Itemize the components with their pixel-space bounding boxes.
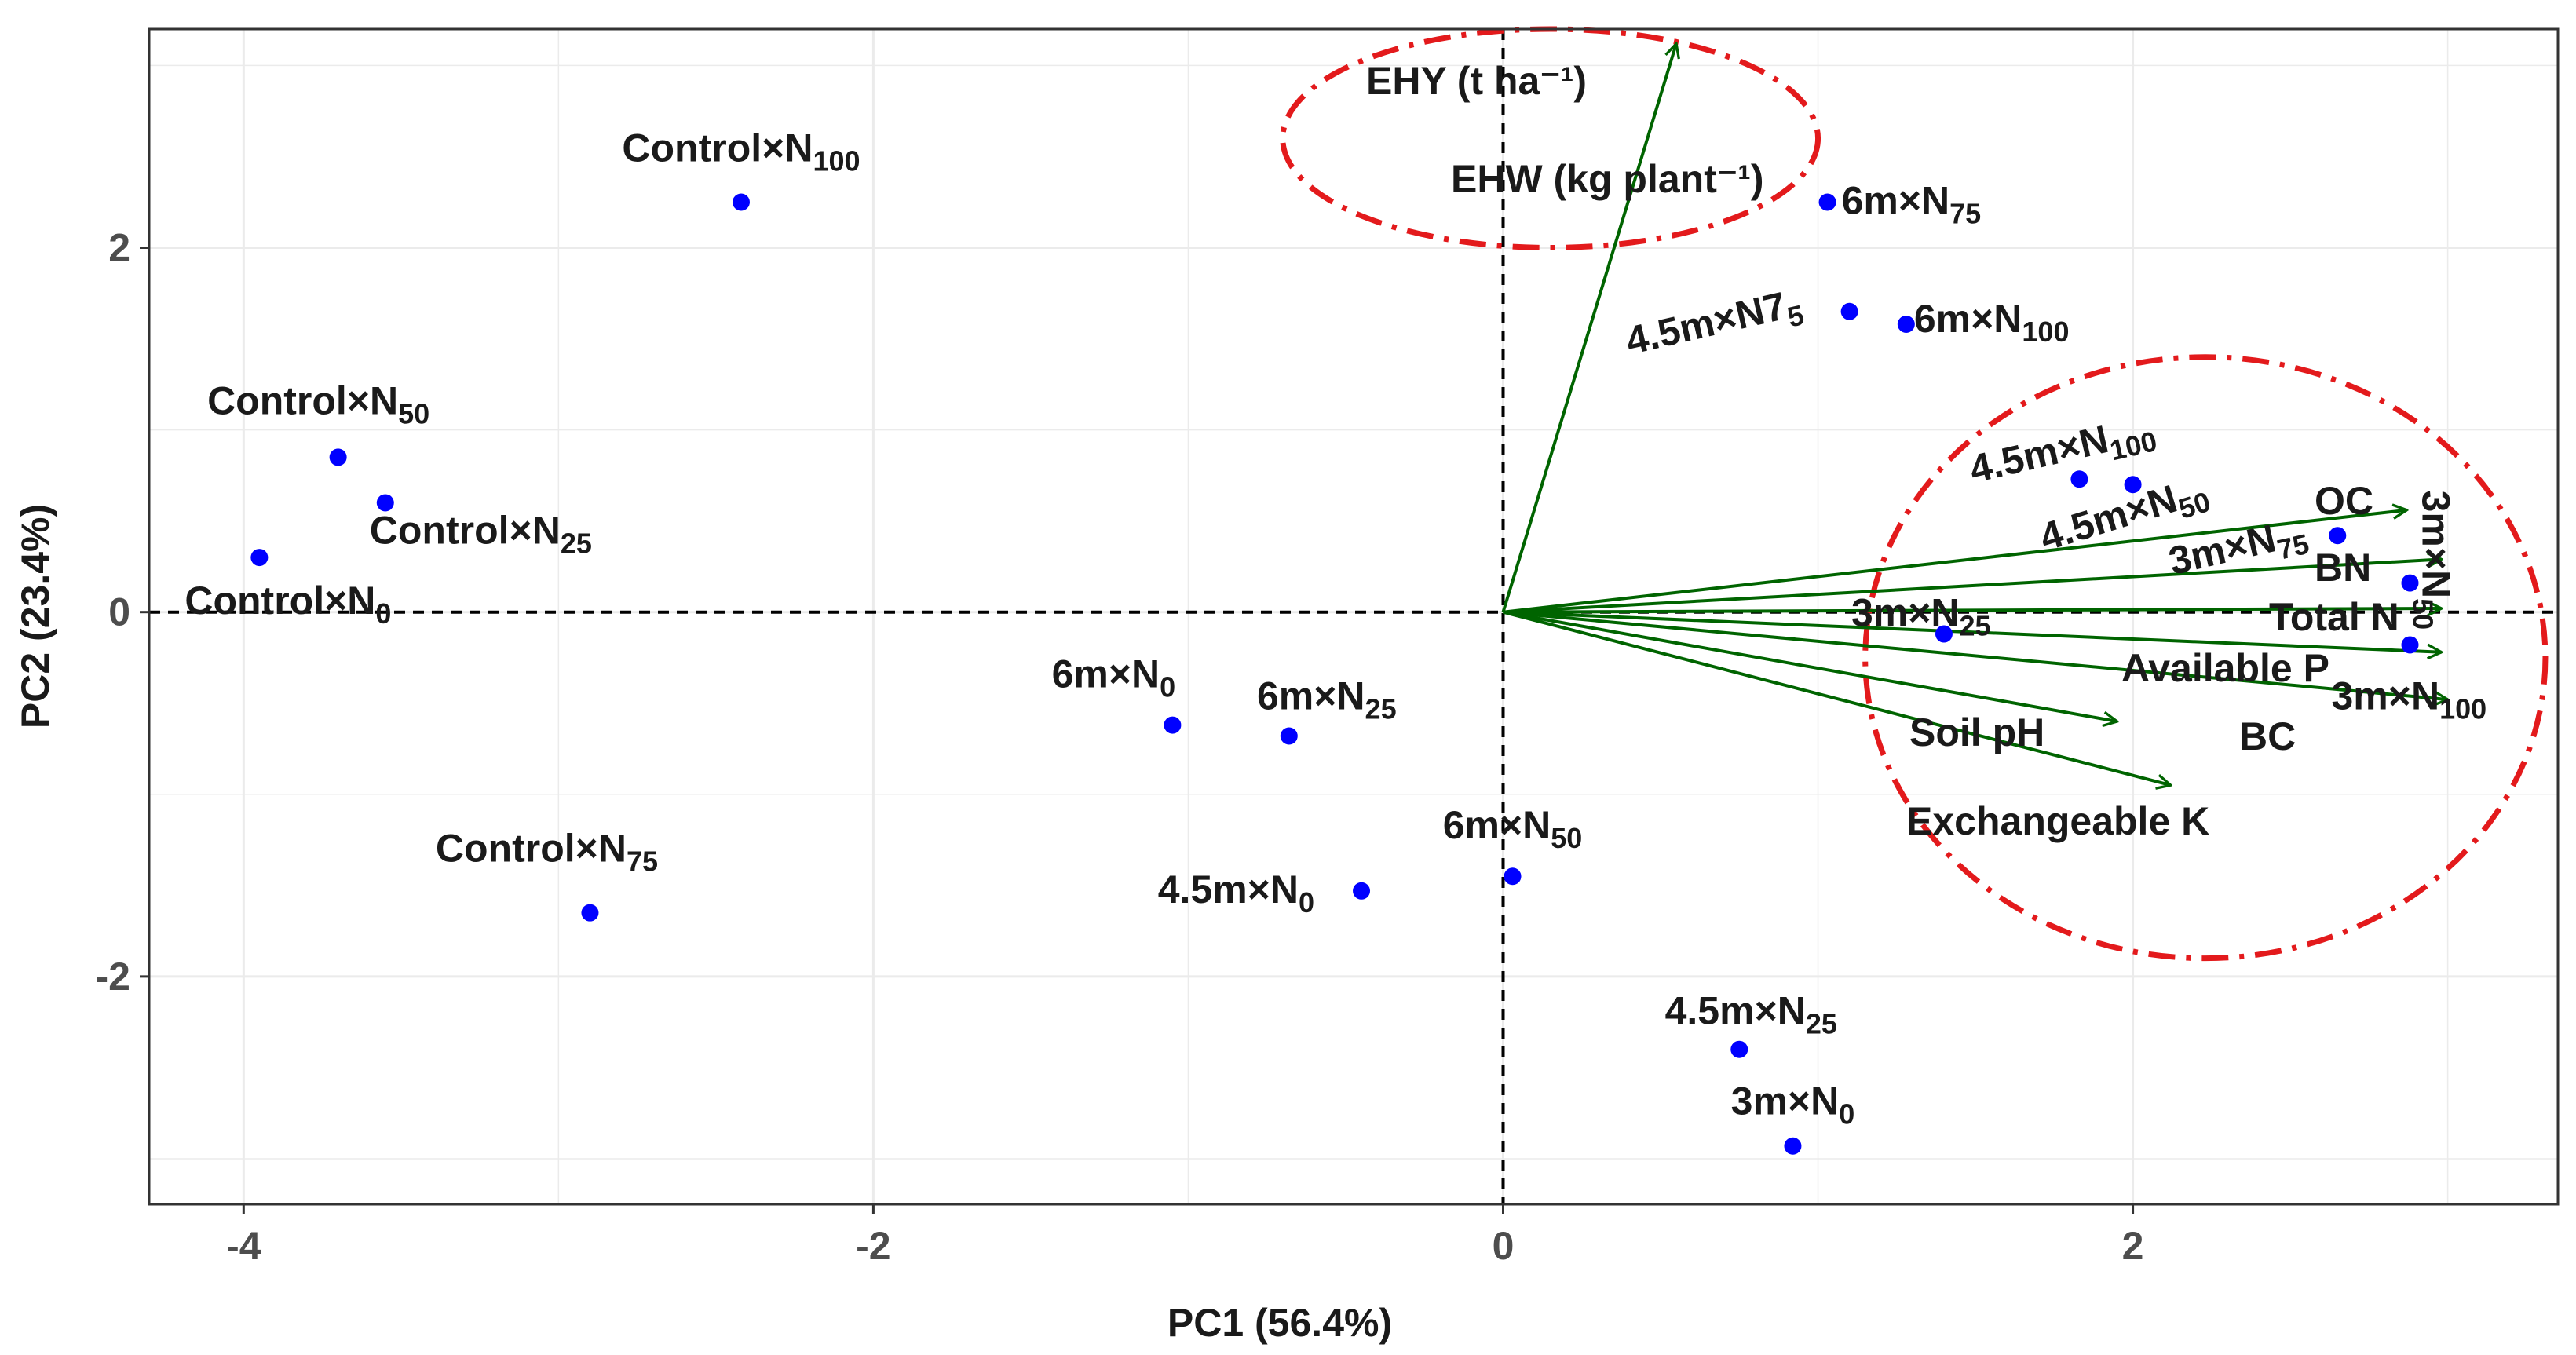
x-tick-label: 0 (1493, 1224, 1515, 1268)
y-tick-label: 2 (108, 226, 130, 270)
reference-lines (149, 29, 2558, 1204)
score-point (2124, 476, 2142, 494)
score-point (2070, 470, 2088, 488)
loading-arrow (1503, 610, 2447, 699)
score-point (2329, 527, 2347, 545)
score-point (376, 494, 394, 512)
x-axis-title: PC1 (56.4%) (1167, 1301, 1392, 1345)
score-label: 4.5m×N25 (1665, 989, 1837, 1040)
score-label: 3m×N50 (2407, 491, 2458, 630)
score-label: 3m×N100 (2332, 674, 2487, 725)
loading-label: EHY (t ha⁻¹) (1366, 59, 1587, 103)
score-point (1280, 727, 1298, 745)
loading-arrow (1502, 610, 2170, 785)
score-label: Control×N25 (370, 508, 592, 559)
score-point (1504, 867, 1522, 886)
loading-label: OC (2315, 479, 2373, 523)
loading-label: Available P (2121, 646, 2329, 690)
score-point (2401, 636, 2419, 654)
loading-arrow (1503, 610, 2441, 652)
score-point (2401, 574, 2419, 592)
score-point (1897, 315, 1915, 333)
score-label: 6m×N0 (1052, 652, 1176, 703)
score-label: Control×N100 (622, 126, 860, 177)
score-label: 6m×N75 (1842, 178, 1982, 229)
loading-label: Soil pH (1909, 710, 2044, 754)
plot-border (148, 27, 2560, 1206)
score-label: 6m×N25 (1257, 674, 1397, 725)
loading-arrow (1501, 44, 1676, 613)
score-label: Control×N0 (185, 579, 391, 630)
x-tick-label: 2 (2122, 1224, 2144, 1268)
x-tick-label: -4 (226, 1224, 261, 1268)
score-label: 3m×N0 (1731, 1079, 1855, 1130)
score-label: Control×N50 (207, 378, 429, 429)
score-label: 3m×N25 (1851, 591, 1991, 642)
loading-arrow (1503, 510, 2406, 614)
loading-label: Total N (2269, 595, 2399, 639)
score-point (1840, 302, 1858, 320)
plot-panel (149, 29, 2558, 1204)
x-tick-label: -2 (856, 1224, 890, 1268)
y-axis-title: PC2 (23.4%) (13, 504, 57, 729)
loading-arrow (1503, 610, 2117, 721)
y-tick-label: 0 (108, 590, 130, 634)
y-tick-label: -2 (96, 955, 130, 999)
score-point (581, 904, 599, 922)
loading-arrow (1503, 608, 2441, 612)
loading-arrow (1503, 559, 2441, 614)
score-point (1164, 716, 1182, 734)
score-point (250, 549, 269, 567)
score-point (329, 448, 347, 466)
score-label: 4.5m×N0 (1158, 867, 1314, 919)
score-point (1818, 193, 1836, 211)
variable-labels: EHY (t ha⁻¹) EHW (kg plant⁻¹) OC BN Tota… (1366, 59, 2399, 843)
score-point (1935, 625, 1953, 643)
group-ellipse (1862, 354, 2549, 962)
scores (250, 193, 2419, 1155)
loading-label: BN (2315, 546, 2371, 590)
loading-label: EHW (kg plant⁻¹) (1451, 157, 1764, 201)
loading-label: Exchangeable K (1906, 799, 2209, 843)
loading-label: BC (2239, 714, 2296, 758)
score-label: Control×N75 (436, 827, 658, 878)
score-point (1784, 1137, 1802, 1155)
score-point (1730, 1040, 1748, 1058)
score-point (732, 193, 750, 211)
loading-arrows (1501, 44, 2447, 786)
axis-ticks: -4 -2 0 2 -2 0 2 (96, 226, 2144, 1268)
score-label: 6m×N100 (1914, 297, 2070, 348)
score-label: 6m×N50 (1443, 803, 1583, 854)
score-point (1353, 882, 1371, 900)
